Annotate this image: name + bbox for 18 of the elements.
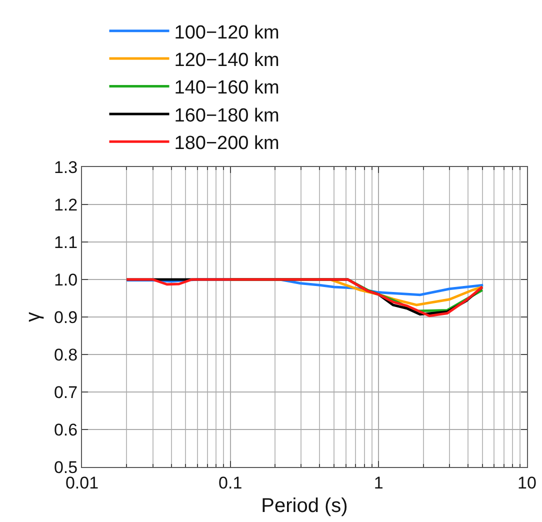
legend-label: 180−200 km — [174, 133, 280, 154]
y-tick-label: 0.8 — [54, 345, 78, 364]
y-tick-label: 0.7 — [54, 382, 78, 402]
y-tick-label: 1.2 — [54, 195, 78, 214]
y-tick-label: 1.1 — [54, 232, 78, 252]
y-axis-title: γ — [22, 312, 44, 322]
x-tick-label: 0.1 — [218, 473, 242, 492]
x-tick-label: 10 — [518, 473, 536, 492]
y-tick-label: 0.9 — [54, 308, 78, 327]
y-tick-label: 1.0 — [54, 270, 78, 290]
x-tick-label: 1 — [374, 473, 384, 492]
x-axis-title: Period (s) — [261, 494, 348, 517]
legend-label: 120−140 km — [174, 50, 280, 71]
legend-label: 100−120 km — [174, 22, 280, 44]
y-tick-label: 1.3 — [54, 158, 78, 177]
legend-label: 140−160 km — [174, 78, 280, 99]
legend-label: 160−180 km — [174, 105, 280, 126]
y-tick-label: 0.6 — [54, 420, 78, 440]
